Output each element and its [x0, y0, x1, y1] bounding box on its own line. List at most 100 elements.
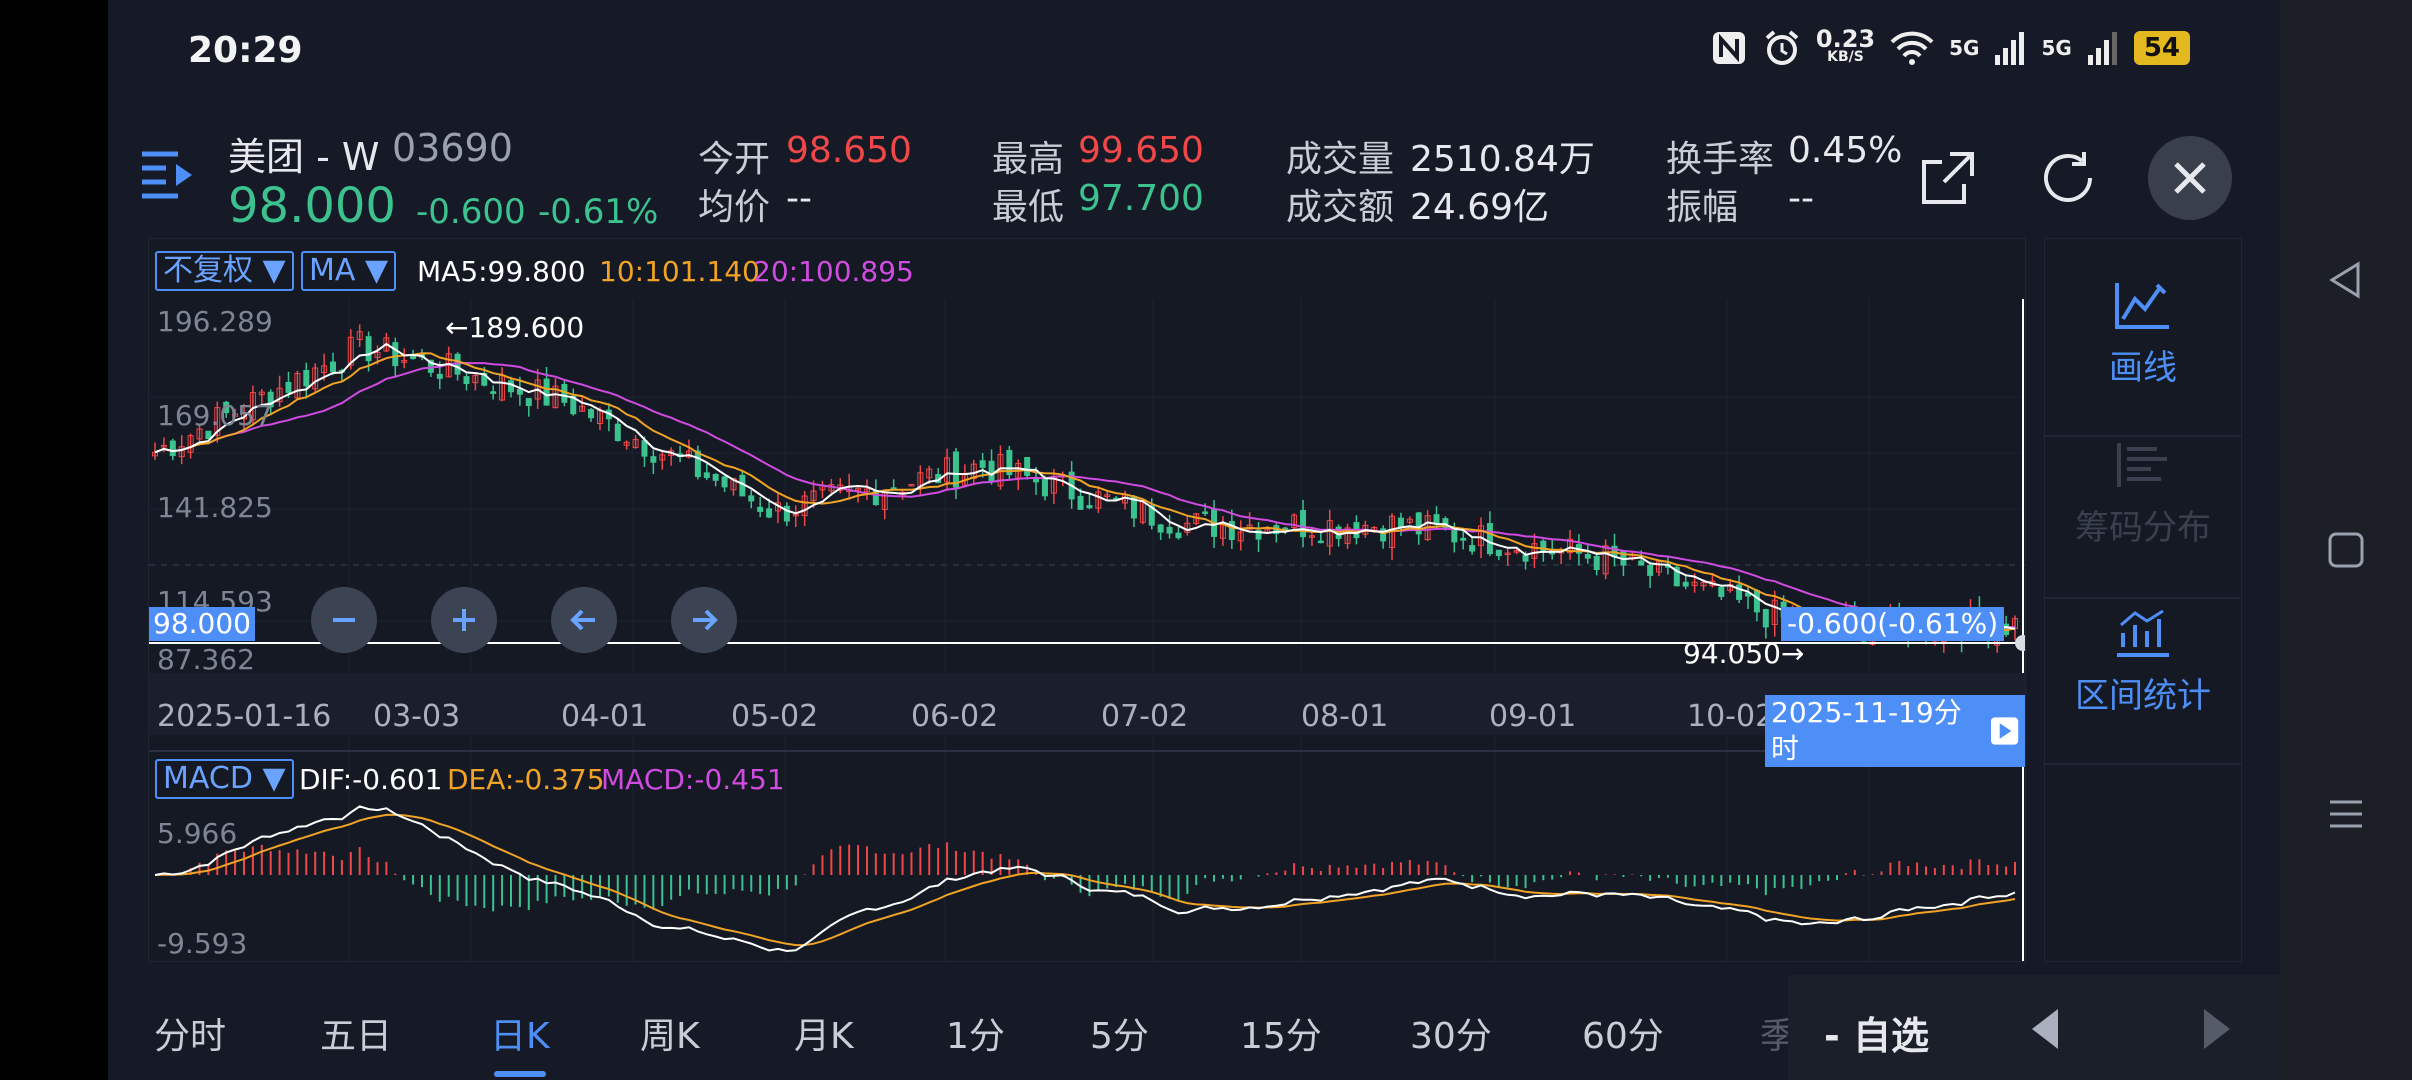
candle-body — [552, 385, 559, 409]
tab-60min[interactable]: 60分 — [1582, 1016, 1664, 1057]
candle-body — [1406, 518, 1413, 523]
macd-histogram — [162, 842, 2016, 912]
candle-body — [232, 413, 239, 417]
home-button[interactable] — [2306, 510, 2386, 590]
low-value: 97.700 — [1078, 178, 1204, 219]
signal-icon — [2087, 32, 2117, 65]
candle-body — [347, 336, 354, 366]
macd-y-bottom: -9.593 — [157, 927, 248, 960]
candle-body — [1478, 525, 1485, 546]
candle-body — [659, 454, 666, 461]
candle-body — [1300, 510, 1307, 538]
menu-expand-icon[interactable] — [140, 150, 196, 200]
back-button[interactable] — [2306, 240, 2386, 320]
change-tag: -0.600(-0.61%) — [1781, 607, 2005, 641]
chip-distribution-tool[interactable]: 筹码分布 — [2045, 439, 2241, 549]
play-icon — [1990, 717, 2019, 745]
date-label: 08-01 — [1301, 699, 1389, 734]
candle-body — [1753, 590, 1760, 613]
candle-body — [472, 375, 479, 384]
signal-5g-label-1: 5G — [1949, 36, 1980, 60]
date-label: 05-02 — [731, 699, 819, 734]
macd-y-top: 5.966 — [157, 817, 238, 850]
candle-body — [1184, 522, 1191, 533]
date-axis-band — [149, 673, 2025, 735]
tab-weekly-k[interactable]: 周K — [640, 1016, 700, 1057]
share-icon[interactable] — [1920, 150, 1976, 206]
candle-body — [783, 505, 790, 522]
candle-body — [160, 444, 167, 448]
candle-body — [1736, 584, 1743, 600]
candle-body — [1567, 538, 1574, 554]
zoom-in-button[interactable] — [431, 587, 497, 653]
period-tab-bar: 分时 五日 日K 周K 月K 1分 5分 15分 30分 60分 季 - 自选 — [108, 975, 2280, 1080]
dif-line — [154, 805, 2016, 953]
candle-body — [748, 495, 755, 502]
amplitude-value: -- — [1788, 178, 1814, 219]
ma10-line — [154, 352, 2016, 632]
tab-five-day[interactable]: 五日 — [320, 1016, 393, 1057]
candle-body — [1718, 586, 1725, 597]
range-stats-tool[interactable]: 区间统计 — [2045, 607, 2241, 717]
dea-line — [154, 813, 2016, 947]
tab-30min[interactable]: 30分 — [1410, 1016, 1492, 1057]
status-time: 20:29 — [188, 30, 303, 71]
candle-body — [258, 391, 265, 396]
candle-body — [1531, 543, 1538, 559]
candle-body — [507, 380, 514, 393]
candle-body — [196, 428, 203, 440]
date-label: 10-02 — [1687, 699, 1775, 734]
candle-body — [1656, 561, 1663, 573]
candle-body — [303, 369, 310, 387]
macd-select[interactable]: MACD ▼ — [155, 759, 294, 799]
back-triangle-icon — [2329, 261, 2360, 299]
current-price-tag: 98.000 — [149, 607, 255, 641]
close-button[interactable] — [2148, 136, 2232, 220]
draw-line-tool[interactable]: 画线 — [2045, 279, 2241, 389]
tab-5min[interactable]: 5分 — [1090, 1016, 1149, 1057]
tab-15min[interactable]: 15分 — [1240, 1016, 1322, 1057]
candle-body — [952, 451, 959, 488]
candle-body — [525, 398, 532, 407]
chart-grid — [149, 299, 2025, 961]
candle-body — [855, 487, 862, 491]
y-axis-label-1: 196.289 — [157, 305, 273, 338]
candle-body — [685, 450, 692, 458]
add-favorite-button[interactable]: - 自选 — [1824, 1014, 1930, 1058]
date-label: 04-01 — [561, 699, 649, 734]
candle-body — [1700, 581, 1707, 587]
recents-button[interactable] — [2306, 774, 2386, 854]
next-stock-icon[interactable] — [2200, 1007, 2234, 1051]
battery-level: 54 — [2133, 31, 2190, 65]
low-label: 最低 — [992, 187, 1065, 228]
candle-body — [1308, 535, 1315, 538]
candle-body — [543, 378, 550, 406]
crosshair-date-tag[interactable]: 2025-11-19分时 — [1765, 695, 2025, 767]
candle-body — [321, 365, 328, 374]
scroll-left-button[interactable] — [551, 587, 617, 653]
candle-body — [490, 391, 497, 394]
candle-body — [588, 409, 595, 419]
ma20-value: 20:100.895 — [753, 255, 914, 288]
net-speed: 0.23 KB/S — [1815, 25, 1876, 65]
scroll-right-button[interactable] — [671, 587, 737, 653]
candle-body — [463, 376, 470, 385]
candle-body — [1602, 545, 1609, 575]
tab-daily-k[interactable]: 日K — [490, 1016, 550, 1057]
candle-body — [436, 373, 443, 379]
refresh-icon[interactable] — [2038, 148, 2098, 208]
volume-label: 成交量 — [1286, 139, 1395, 180]
tab-monthly-k[interactable]: 月K — [794, 1016, 854, 1057]
candle-body — [757, 506, 764, 512]
ma-select[interactable]: MA ▼ — [301, 251, 397, 291]
zoom-out-button[interactable] — [311, 587, 377, 653]
candle-body — [801, 495, 808, 517]
kline-chart-area[interactable]: 不复权 ▼ MA ▼ MA5:99.800 10:101.140 20:100.… — [148, 238, 2026, 962]
tab-1min[interactable]: 1分 — [946, 1016, 1005, 1057]
candle-body — [792, 513, 799, 517]
prev-stock-icon[interactable] — [2028, 1007, 2062, 1051]
candle-body — [276, 387, 283, 403]
adjust-select[interactable]: 不复权 ▼ — [155, 251, 294, 291]
stock-code: 03690 — [392, 126, 513, 170]
tab-timeshare[interactable]: 分时 — [154, 1016, 227, 1057]
